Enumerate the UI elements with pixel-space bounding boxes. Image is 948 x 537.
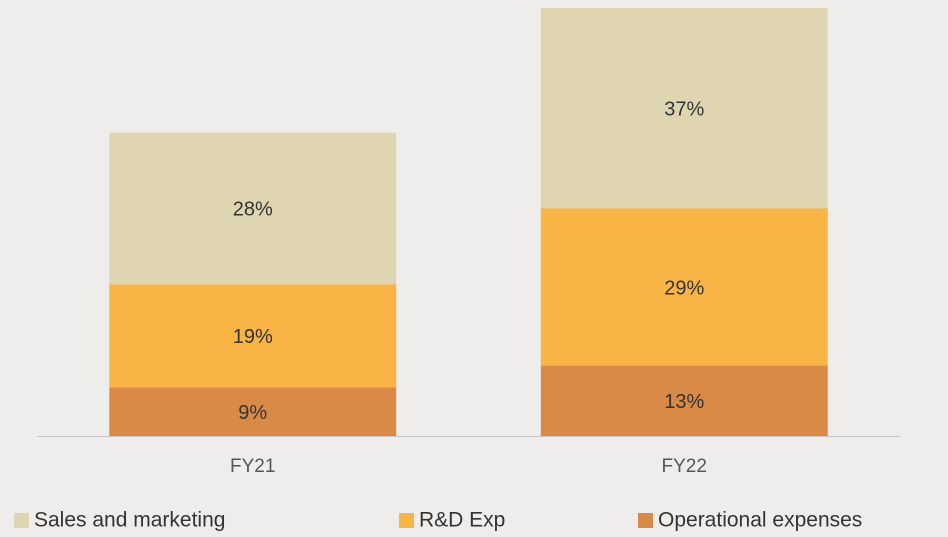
data-label: 9% <box>238 402 267 424</box>
bar-segment <box>109 387 397 436</box>
legend-swatch <box>14 513 29 528</box>
data-label: 13% <box>664 391 704 413</box>
data-label: 19% <box>233 326 273 348</box>
legend-label: Sales and marketing <box>34 509 225 532</box>
bar-segment <box>540 8 828 209</box>
data-label: 37% <box>664 99 704 121</box>
bar-segment <box>540 208 828 366</box>
bar-segment <box>109 132 397 285</box>
legend-label: Operational expenses <box>658 509 862 532</box>
legend-label: R&D Exp <box>419 509 505 532</box>
x-tick-label: FY21 <box>230 456 275 477</box>
data-label: 28% <box>233 199 273 221</box>
legend-swatch <box>638 513 653 528</box>
bar-segment <box>109 284 397 388</box>
legend-swatch <box>399 513 414 528</box>
bar-segment <box>540 365 828 436</box>
x-tick-label: FY22 <box>662 456 707 477</box>
data-label: 29% <box>664 277 704 299</box>
